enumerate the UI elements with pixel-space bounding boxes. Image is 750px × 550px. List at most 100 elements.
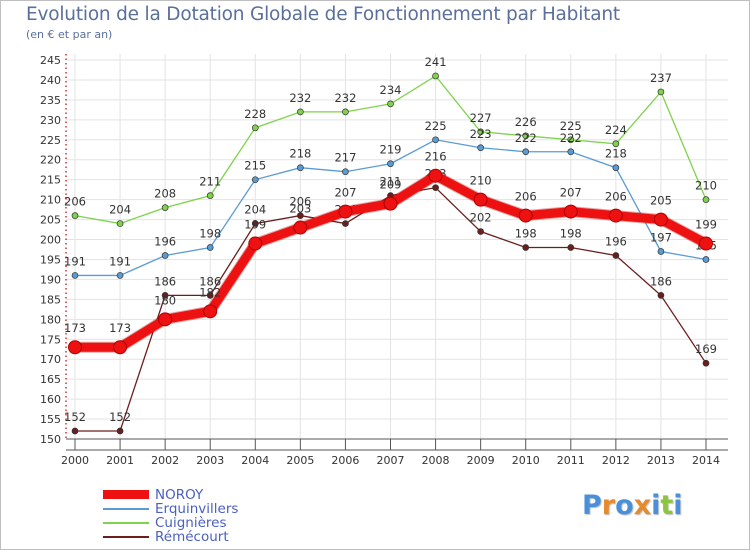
data-point xyxy=(251,176,259,184)
x-tick-label: 2014 xyxy=(692,454,720,467)
data-label: 173 xyxy=(109,321,131,335)
x-tick-label: 2011 xyxy=(557,454,585,467)
data-label: 191 xyxy=(109,254,131,268)
data-label: 205 xyxy=(650,194,672,208)
y-tick-label: 150 xyxy=(40,433,61,446)
legend-item-noroy: NOROY xyxy=(103,487,203,502)
data-point xyxy=(297,212,304,219)
data-label: 210 xyxy=(470,174,492,188)
x-tick-label: 2000 xyxy=(61,454,89,467)
data-label: 198 xyxy=(199,227,221,241)
data-label: 206 xyxy=(515,190,537,204)
legend-item-cuignieres: Cuignières xyxy=(103,515,227,530)
data-label: 152 xyxy=(109,410,131,424)
y-tick-label: 180 xyxy=(40,313,61,326)
data-point xyxy=(116,427,124,435)
data-point xyxy=(161,204,169,211)
data-point xyxy=(477,128,484,136)
data-label: 209 xyxy=(380,178,402,192)
data-label: 202 xyxy=(470,211,492,225)
y-tick-label: 205 xyxy=(40,214,61,227)
data-label: 222 xyxy=(560,131,582,145)
data-point xyxy=(342,220,349,227)
x-tick-label: 2007 xyxy=(377,454,405,467)
data-label: 218 xyxy=(605,147,627,161)
legend-label-erquinvillers: Erquinvillers xyxy=(155,500,239,517)
data-point xyxy=(612,252,620,259)
data-label: 225 xyxy=(560,119,582,133)
x-tick-label: 2013 xyxy=(647,454,675,467)
y-tick-label: 170 xyxy=(40,353,61,366)
data-point xyxy=(432,184,439,192)
data-point xyxy=(71,272,79,279)
y-tick-label: 185 xyxy=(40,293,61,306)
data-label: 224 xyxy=(605,123,627,137)
x-tick-label: 2006 xyxy=(331,454,359,467)
y-tick-label: 245 xyxy=(40,54,61,67)
data-point xyxy=(116,272,124,279)
y-tick-label: 200 xyxy=(40,234,61,247)
data-label: 232 xyxy=(334,91,356,105)
data-point-noroy xyxy=(383,196,398,211)
y-tick-label: 230 xyxy=(40,114,61,127)
data-point xyxy=(387,160,394,168)
logo-letter: o xyxy=(615,490,634,521)
data-point-noroy xyxy=(248,236,263,251)
data-label: 216 xyxy=(425,150,447,164)
data-point-noroy xyxy=(113,340,128,355)
data-label: 198 xyxy=(515,227,537,241)
data-label: 196 xyxy=(154,234,176,248)
data-point xyxy=(161,292,169,299)
data-label: 199 xyxy=(244,218,266,232)
logo-letter: r xyxy=(601,490,616,521)
data-point xyxy=(297,108,304,116)
x-tick-label: 2005 xyxy=(286,454,314,467)
data-label: 215 xyxy=(244,159,266,173)
legend-swatch-remecourt xyxy=(103,535,149,538)
data-label: 204 xyxy=(244,203,266,217)
data-point xyxy=(251,124,259,132)
data-label: 217 xyxy=(334,151,356,165)
data-point xyxy=(657,248,665,255)
data-label: 180 xyxy=(154,293,176,307)
y-tick-label: 165 xyxy=(40,373,61,386)
data-label: 234 xyxy=(380,83,402,97)
data-point xyxy=(522,148,530,156)
data-point-noroy xyxy=(158,312,173,327)
y-tick-label: 195 xyxy=(40,253,61,266)
data-point xyxy=(612,140,620,148)
data-label: 228 xyxy=(244,107,266,121)
logo-letter: x xyxy=(633,490,652,521)
logo-letter: i xyxy=(673,490,683,521)
logo-letter: t xyxy=(660,490,674,521)
data-point-noroy xyxy=(428,168,443,183)
y-tick-label: 235 xyxy=(40,94,61,107)
data-point xyxy=(477,144,484,152)
data-label: 203 xyxy=(289,202,311,216)
x-tick-label: 2004 xyxy=(241,454,269,467)
legend-label-noroy: NOROY xyxy=(155,486,204,503)
chart-title: Evolution de la Dotation Globale de Fonc… xyxy=(26,4,620,25)
data-point xyxy=(477,228,484,235)
legend-item-remecourt: Rémécourt xyxy=(103,529,229,544)
legend-label-cuignieres: Cuignières xyxy=(155,514,227,531)
data-point xyxy=(567,136,575,144)
data-label: 169 xyxy=(695,342,717,356)
data-point xyxy=(206,192,214,199)
data-point-noroy xyxy=(293,220,308,235)
data-point-noroy xyxy=(338,204,353,219)
data-point xyxy=(567,148,575,156)
data-point xyxy=(702,359,710,367)
data-point xyxy=(342,168,349,176)
x-tick-label: 2010 xyxy=(512,454,540,467)
proxiti-logo: Proxiti xyxy=(582,490,683,521)
y-tick-label: 210 xyxy=(40,194,61,207)
y-tick-label: 240 xyxy=(40,74,61,87)
data-label: 226 xyxy=(515,115,537,129)
x-tick-label: 2002 xyxy=(151,454,179,467)
data-point xyxy=(432,72,439,80)
data-label: 211 xyxy=(380,175,402,189)
data-point xyxy=(657,292,665,299)
data-point xyxy=(387,100,394,108)
y-tick-label: 225 xyxy=(40,134,61,147)
